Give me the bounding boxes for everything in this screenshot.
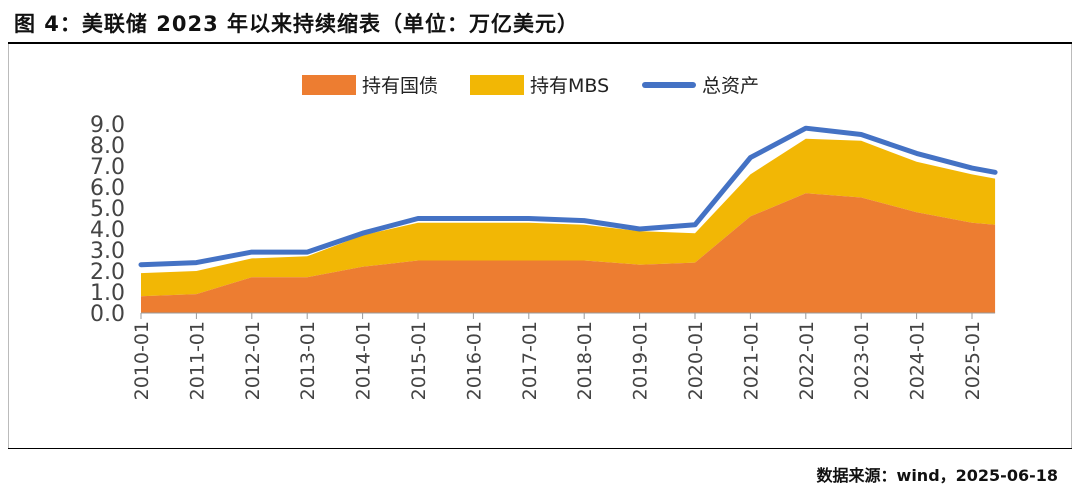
legend-swatch-0 <box>302 75 356 95</box>
x-tick-label: 2019-01 <box>630 321 652 400</box>
source-note: 数据来源：wind，2025-06-18 <box>816 466 1058 485</box>
line-total-assets <box>138 125 998 268</box>
y-tick-label: 9.0 <box>90 113 125 138</box>
legend-label-2: 总资产 <box>702 75 759 97</box>
footer-divider <box>8 448 1072 449</box>
y-tick-label: 8.0 <box>90 134 125 159</box>
y-tick-label: 5.0 <box>90 197 125 222</box>
legend-swatch-2 <box>642 82 696 88</box>
y-tick-label: 2.0 <box>90 260 125 285</box>
legend-label-0: 持有国债 <box>362 75 438 97</box>
y-axis: 0.01.02.03.04.05.06.07.08.09.0 <box>90 113 125 327</box>
y-tick-label: 0.0 <box>90 302 125 327</box>
x-tick-label: 2013-01 <box>297 321 319 400</box>
chart-frame: 图 4：美联储 2023 年以来持续缩表（单位：万亿美元） 数据来源：wind，… <box>8 0 1072 488</box>
x-tick-label: 2018-01 <box>574 321 596 400</box>
x-tick-label: 2024-01 <box>907 321 929 400</box>
figure-title: 图 4：美联储 2023 年以来持续缩表（单位：万亿美元） <box>14 12 579 36</box>
x-tick-label: 2010-01 <box>131 321 153 400</box>
x-tick-label: 2014-01 <box>353 321 375 400</box>
plot-areas <box>138 125 998 313</box>
x-tick-label: 2020-01 <box>685 321 707 400</box>
y-tick-label: 1.0 <box>90 281 125 306</box>
x-tick-label: 2015-01 <box>408 321 430 400</box>
x-tick-label: 2023-01 <box>851 321 873 400</box>
x-axis: 2010-01 2011-01 2012-01 2013-01 2014-01 2015-… <box>131 312 996 400</box>
x-tick-label: 2025-01 <box>962 321 984 400</box>
legend-swatch-1 <box>470 75 524 95</box>
y-tick-label: 6.0 <box>90 176 125 201</box>
title-bar: 图 4：美联储 2023 年以来持续缩表（单位：万亿美元） <box>8 0 1072 44</box>
x-tick-label: 2021-01 <box>740 321 762 400</box>
x-tick-label: 2016-01 <box>463 321 485 400</box>
legend: 持有国债 持有MBS 总资产 <box>302 75 759 97</box>
x-tick-label: 2017-01 <box>519 321 541 400</box>
y-tick-label: 4.0 <box>90 218 125 243</box>
y-tick-label: 3.0 <box>90 239 125 264</box>
legend-label-1: 持有MBS <box>530 75 609 97</box>
x-tick-label: 2011-01 <box>186 321 208 400</box>
x-tick-label: 2012-01 <box>242 321 264 400</box>
x-tick-label: 2022-01 <box>796 321 818 400</box>
area-treasuries <box>141 193 996 313</box>
y-tick-label: 7.0 <box>90 155 125 180</box>
area-mbs <box>141 138 996 297</box>
